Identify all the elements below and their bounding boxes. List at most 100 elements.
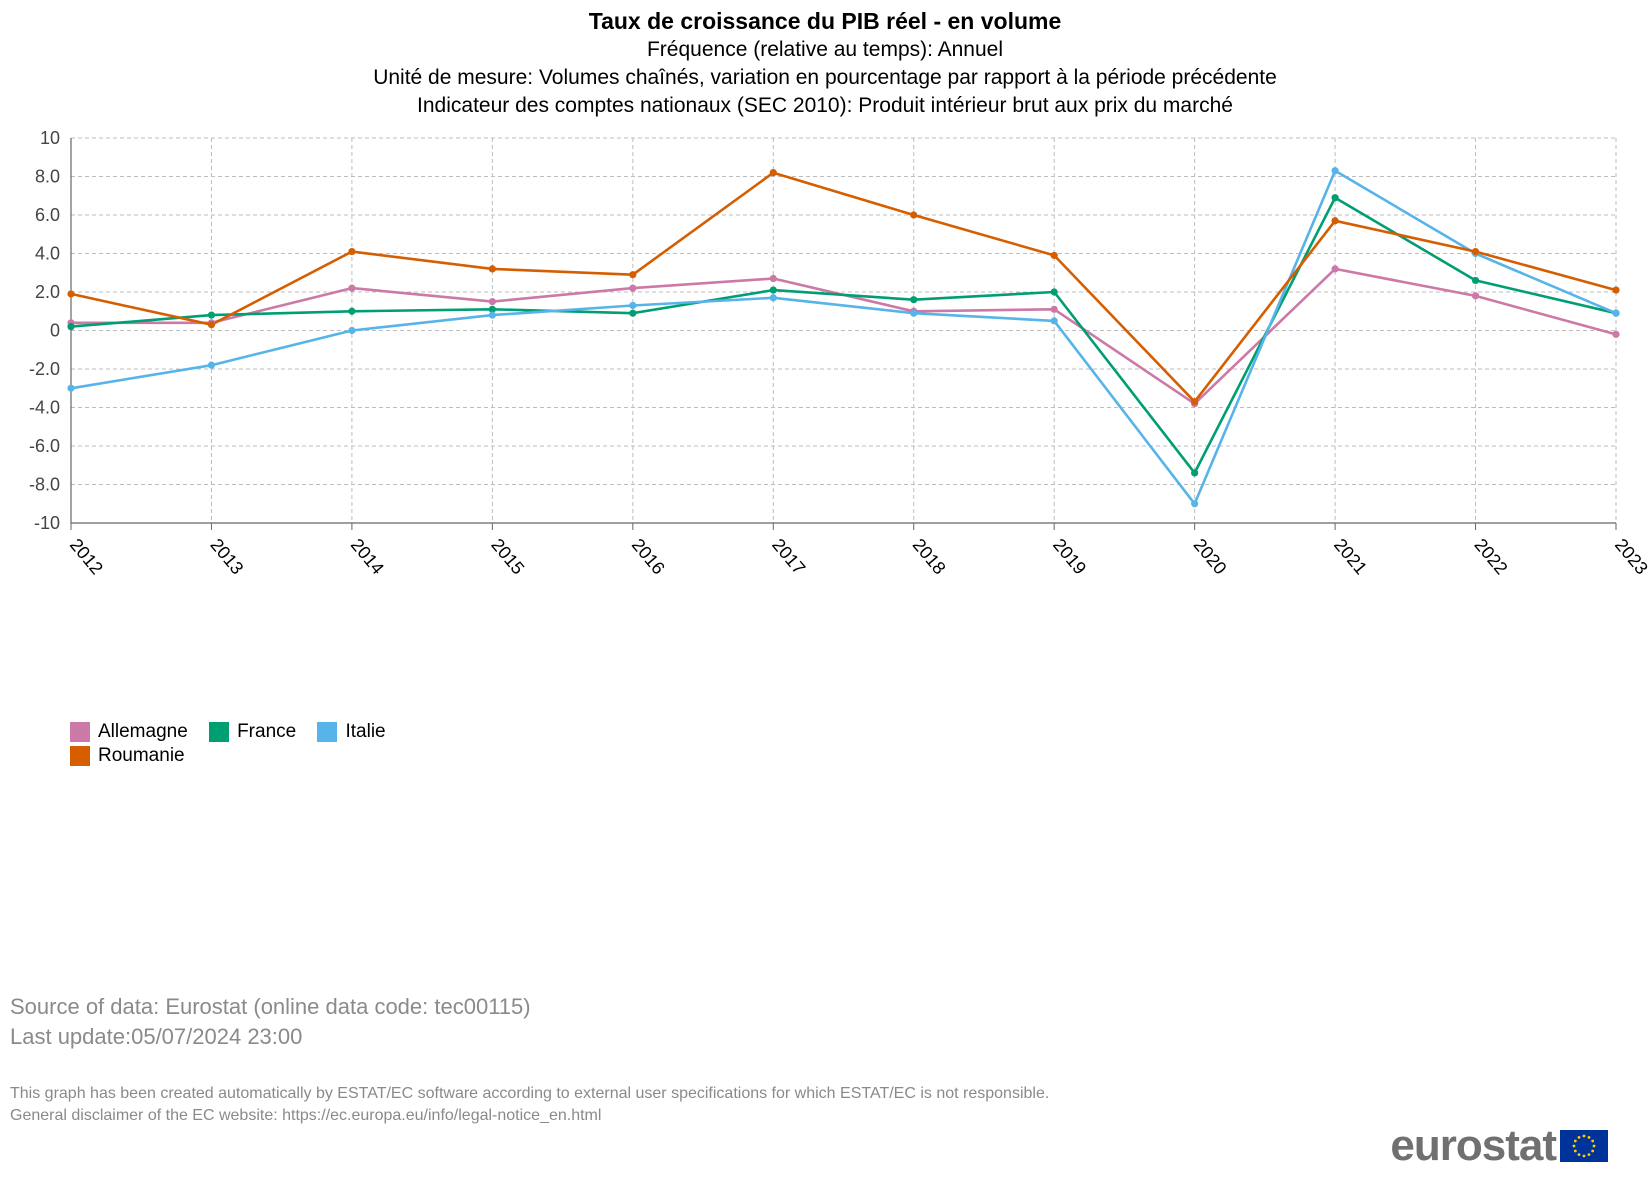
data-point-italie [769, 294, 777, 302]
chart-subtitle-unit: Unité de mesure: Volumes chaînés, variat… [373, 66, 1277, 89]
eu-flag-icon [1560, 1130, 1608, 1162]
data-point-italie [910, 309, 918, 317]
data-point-france [1050, 288, 1058, 296]
legend-item-italie[interactable]: Italie [317, 720, 386, 744]
data-point-roumanie [488, 265, 496, 273]
x-tick-label: 2012 [66, 535, 107, 579]
data-point-italie [67, 384, 75, 392]
series-line-france [70, 196, 1617, 475]
y-tick-label: 4.0 [35, 244, 60, 264]
line-chart: 10 8.0 6.0 4.0 2.0 0 -2.0 -4.0 -6.0 -8.0 -10 2012 20… [29, 128, 1650, 579]
legend-label-allemagne: Allemagne [98, 721, 188, 742]
data-point-france [1471, 276, 1480, 285]
chart-legend: Allemagne France Italie Roumanie [70, 720, 490, 768]
y-tick-label: 6.0 [35, 205, 60, 225]
data-point-roumanie [1050, 251, 1058, 260]
legend-item-allemagne[interactable]: Allemagne [70, 720, 188, 744]
data-point-france [348, 307, 356, 315]
logo-text: eurostat [1390, 1121, 1557, 1170]
flag-star [1573, 1149, 1577, 1153]
flag-star [1591, 1149, 1595, 1153]
data-source: Source of data: Eurostat (online data co… [10, 992, 531, 1052]
last-update: Last update:05/07/2024 23:00 [10, 1024, 303, 1049]
x-tick-label: 2023 [1611, 535, 1650, 579]
series-line-roumanie [70, 171, 1617, 404]
disclaimer-line: This graph has been created automaticall… [10, 1085, 1050, 1102]
legend-item-france[interactable]: France [209, 720, 296, 744]
legend-label-france: France [237, 721, 297, 742]
chart-subtitle-indicator: Indicateur des comptes nationaux (SEC 20… [417, 94, 1233, 117]
data-point-allemagne [629, 284, 637, 292]
legend-swatch-italie [317, 722, 338, 742]
data-point-roumanie [1612, 286, 1620, 294]
flag-star [1587, 1153, 1591, 1157]
flag-star [1572, 1144, 1576, 1148]
flag-star [1582, 1134, 1586, 1138]
x-tick-label: 2015 [487, 535, 528, 579]
flag-star [1577, 1135, 1581, 1139]
y-tick-label: -4.0 [29, 398, 60, 418]
chart-title: Taux de croissance du PIB réel - en volu… [588, 8, 1062, 34]
data-point-france [910, 296, 918, 304]
data-point-allemagne [348, 284, 356, 292]
data-point-allemagne [769, 274, 777, 283]
y-tick-label: 0 [50, 321, 60, 341]
data-point-italie [1050, 317, 1058, 325]
data-point-italie [1612, 309, 1620, 317]
data-point-roumanie [1191, 398, 1199, 406]
series-line-allemagne [71, 267, 1617, 406]
y-tick-label: 2.0 [35, 282, 60, 302]
data-point-roumanie [1471, 247, 1480, 256]
legend-item-roumanie[interactable]: Roumanie [70, 744, 185, 768]
chart-titles: Taux de croissance du PIB réel - en volu… [0, 6, 1650, 120]
data-point-italie [1331, 167, 1339, 175]
series-line-italie [70, 169, 1617, 506]
y-tick-label: -10 [34, 513, 60, 533]
data-point-allemagne [1050, 305, 1058, 313]
legend-swatch-roumanie [70, 746, 90, 766]
data-point-roumanie [207, 321, 216, 329]
data-point-roumanie [67, 290, 75, 298]
data-point-france [207, 311, 216, 319]
data-point-allemagne [488, 298, 496, 306]
x-tick-label: 2019 [1049, 535, 1090, 579]
data-point-france [769, 286, 777, 294]
data-point-italie [207, 361, 216, 369]
data-point-roumanie [629, 271, 637, 279]
legend-swatch-france [209, 722, 230, 742]
source-line: Source of data: Eurostat (online data co… [10, 994, 531, 1019]
y-tick-label: -8.0 [29, 475, 60, 495]
data-point-italie [1191, 500, 1199, 508]
y-tick-label: 8.0 [35, 167, 60, 187]
flag-star [1587, 1135, 1591, 1139]
disclaimer-link: General disclaimer of the EC website: ht… [10, 1107, 602, 1124]
data-point-allemagne [1612, 330, 1620, 338]
x-tick-label: 2021 [1330, 535, 1371, 579]
y-tick-label: -2.0 [29, 359, 60, 379]
eurostat-logo: eurostat [1390, 1124, 1608, 1168]
data-point-france [488, 305, 496, 313]
data-point-france [1191, 469, 1199, 477]
flag-star [1573, 1139, 1577, 1143]
data-point-roumanie [910, 211, 918, 219]
y-tick-label: -6.0 [29, 436, 60, 456]
legend-label-italie: Italie [345, 721, 386, 742]
flag-star [1582, 1154, 1586, 1158]
legend-label-roumanie: Roumanie [98, 745, 185, 766]
x-tick-label: 2016 [628, 535, 669, 579]
data-point-allemagne [1331, 265, 1339, 273]
flag-star [1592, 1144, 1596, 1148]
data-point-allemagne [1471, 292, 1480, 300]
legend-swatch-allemagne [70, 722, 90, 742]
data-point-italie [488, 311, 496, 319]
data-point-france [629, 309, 637, 317]
y-tick-label: 10 [40, 128, 60, 148]
x-tick-label: 2022 [1470, 535, 1511, 579]
disclaimer: This graph has been created automaticall… [10, 1083, 1049, 1127]
x-tick-label: 2020 [1190, 535, 1231, 579]
x-tick-label: 2014 [347, 535, 388, 579]
data-point-italie [348, 326, 356, 335]
x-tick-label: 2013 [206, 535, 247, 579]
x-tick-label: 2017 [768, 535, 809, 579]
x-tick-label: 2018 [909, 535, 950, 579]
